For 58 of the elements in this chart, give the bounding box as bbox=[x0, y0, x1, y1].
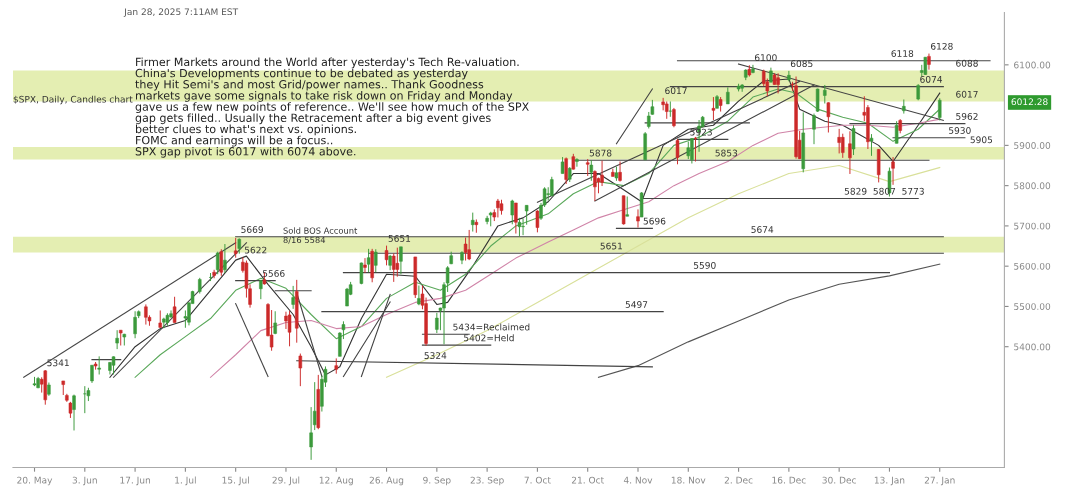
x-tick-label: 15. Jul bbox=[222, 476, 249, 486]
annotation: Jan 28, 2025 7:11AM EST bbox=[123, 8, 239, 17]
annotation: 6128 bbox=[930, 42, 953, 50]
annotation: 5590 bbox=[693, 261, 716, 269]
annotation: Sold BOS Account 8/16 5584 bbox=[283, 227, 358, 244]
x-tick-label: 26. Aug bbox=[369, 476, 404, 486]
y-tick-label: 5600.00 bbox=[1014, 262, 1051, 270]
annotation: 5905 bbox=[970, 136, 993, 144]
x-tick-label: 30. Dec bbox=[822, 476, 856, 484]
x-tick-label: 23. Sep bbox=[470, 476, 504, 486]
annotation: 5930 bbox=[949, 127, 971, 134]
annotation: 5497 bbox=[625, 301, 648, 308]
annotation: 5669 bbox=[241, 226, 263, 233]
annotation: 6088 bbox=[956, 59, 978, 67]
y-tick-label: 6100.00 bbox=[1014, 61, 1051, 69]
x-tick-label: 7. Oct bbox=[524, 476, 551, 484]
x-tick-label: 2. Dec bbox=[724, 476, 753, 484]
x-tick-label: 17. Jun bbox=[120, 476, 150, 486]
x-tick-label: 1. Jul bbox=[175, 476, 196, 486]
x-tick-label: 3. Jun bbox=[72, 476, 97, 486]
x-tick-label: 27. Jan bbox=[924, 476, 955, 486]
annotation: 5962 bbox=[956, 112, 978, 120]
annotation: 5773 bbox=[902, 187, 924, 195]
y-tick-label: 5500.00 bbox=[1014, 303, 1051, 310]
text: Firmer Markets around the World after yesterday's Tech Re-valuation. China's Developments continue to be debated as yesterday they Hit Semi's and most Grid/power names.. Thank Goodness markets gave some signals to take risk down on Friday and Monday gave us a few new points of reference.. We'll see how much of the SPX gap gets filled.. Usually the Retracement after a big event gives better clues to what's next vs. opinions. FOMC and earnings will be a focus.. SPX gap pivot is 6017 with 6074 above. bbox=[135, 57, 529, 158]
x-tick-label: 12. Aug bbox=[319, 476, 353, 486]
annotation: 6017 bbox=[665, 87, 687, 95]
x-tick-label: 18. Nov bbox=[671, 476, 706, 484]
x-tick-label: 16. Dec bbox=[772, 476, 806, 484]
x-tick-label: 21. Oct bbox=[571, 476, 604, 484]
annotation: 6100 bbox=[754, 54, 777, 62]
x-tick-label: 9. Sep bbox=[423, 476, 451, 486]
annotation: 5829 bbox=[844, 187, 867, 195]
annotation: 5324 bbox=[424, 352, 447, 359]
annotation: 6085 bbox=[790, 60, 813, 68]
annotation: 5853 bbox=[715, 149, 738, 157]
x-tick-label: 20. May bbox=[17, 476, 53, 486]
y-tick-label: 5400.00 bbox=[1014, 343, 1051, 351]
annotation: 5434=Reclaimed bbox=[453, 323, 530, 331]
x-tick-label: 29. Jul bbox=[272, 476, 300, 486]
annotation: 5696 bbox=[643, 217, 666, 225]
text: 6012.28 bbox=[1011, 98, 1048, 106]
annotation: 5622 bbox=[244, 246, 267, 254]
x-tick-label: 13. Jan bbox=[874, 476, 905, 486]
annotation: 5674 bbox=[751, 226, 774, 233]
x-tick-label: 4. Nov bbox=[623, 476, 653, 484]
annotation: $SPX, Daily, Candles chart bbox=[13, 95, 133, 105]
annotation: 6074 bbox=[920, 75, 943, 83]
annotation: 5651 bbox=[600, 242, 623, 250]
annotation: 6118 bbox=[891, 50, 914, 57]
annotation: 5651 bbox=[388, 234, 411, 242]
annotation: 5402=Held bbox=[464, 334, 514, 342]
annotation: 5878 bbox=[589, 149, 612, 157]
y-tick-label: 5700.00 bbox=[1014, 222, 1051, 230]
annotation: 5341 bbox=[47, 359, 69, 367]
annotation: 6017 bbox=[956, 90, 978, 98]
y-tick-label: 5900.00 bbox=[1014, 142, 1051, 149]
y-tick-label: 5800.00 bbox=[1014, 182, 1051, 190]
